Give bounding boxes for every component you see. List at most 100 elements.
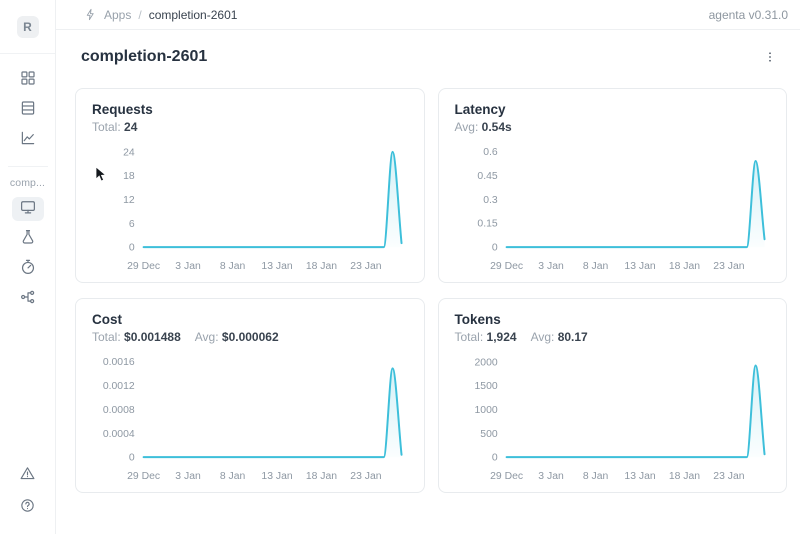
breadcrumb-current: completion-2601	[148, 7, 238, 22]
svg-text:1000: 1000	[474, 405, 497, 416]
sidebar: R	[0, 0, 56, 534]
main-panel: Apps / completion-2601 agenta v0.31.0 co…	[56, 0, 800, 534]
svg-text:29 Dec: 29 Dec	[490, 261, 523, 272]
svg-text:29 Dec: 29 Dec	[490, 471, 523, 482]
requests-card: Requests Total: 24 0 6 12 18 24 29 Dec 3 Jan 8 …	[75, 88, 425, 283]
stat-label: Total:	[92, 330, 121, 344]
svg-text:23 Jan: 23 Jan	[713, 471, 744, 482]
stat-value: $0.000062	[221, 330, 279, 344]
svg-text:18 Jan: 18 Jan	[306, 261, 337, 272]
warning-triangle-icon	[19, 465, 36, 487]
svg-text:23 Jan: 23 Jan	[713, 261, 744, 272]
svg-text:13 Jan: 13 Jan	[624, 471, 655, 482]
svg-text:2000: 2000	[474, 357, 497, 368]
stat-value: 80.17	[557, 330, 588, 344]
svg-text:0: 0	[491, 453, 497, 464]
svg-text:0.0008: 0.0008	[103, 405, 135, 416]
breadcrumb-apps-link[interactable]: Apps	[104, 7, 132, 22]
card-title: Requests	[92, 102, 153, 117]
svg-text:13 Jan: 13 Jan	[261, 261, 292, 272]
sidebar-nav-app	[0, 191, 55, 325]
svg-text:0.6: 0.6	[483, 147, 498, 158]
card-stats: Total: $0.001488 Avg: $0.000062	[92, 330, 408, 344]
svg-text:18 Jan: 18 Jan	[668, 261, 699, 272]
sidebar-item-overview[interactable]	[11, 197, 44, 221]
metric-cards: Requests Total: 24 0 6 12 18 24 29 Dec 3 Jan 8 …	[75, 88, 787, 493]
svg-text:24: 24	[123, 147, 135, 158]
top-bar: Apps / completion-2601 agenta v0.31.0	[56, 0, 800, 30]
more-options-button[interactable]	[759, 46, 781, 68]
workspace-logo[interactable]: R	[0, 0, 55, 54]
sidebar-item-help[interactable]	[12, 496, 44, 520]
svg-text:0.0016: 0.0016	[103, 357, 135, 368]
svg-text:13 Jan: 13 Jan	[624, 261, 655, 272]
chart-icon	[19, 129, 37, 152]
help-circle-icon	[19, 497, 36, 519]
sidebar-nav-bottom	[12, 464, 44, 534]
sidebar-item-evaluations[interactable]	[12, 257, 44, 281]
breadcrumb: Apps / completion-2601	[84, 8, 237, 22]
sidebar-divider	[7, 166, 48, 167]
svg-text:18: 18	[123, 171, 135, 182]
svg-text:13 Jan: 13 Jan	[261, 471, 292, 482]
latency-chart: 0 0.15 0.3 0.45 0.6 29 Dec 3 Jan 8 Jan 13 Jan 18 …	[455, 142, 771, 277]
bolt-icon	[84, 8, 97, 21]
stat-value: 1,924	[486, 330, 517, 344]
svg-text:3 Jan: 3 Jan	[175, 261, 201, 272]
stat-label: Total:	[92, 120, 121, 134]
card-title: Latency	[454, 102, 506, 117]
sidebar-item-registry[interactable]	[12, 98, 44, 122]
grid-icon	[19, 69, 37, 92]
svg-text:0.0004: 0.0004	[103, 429, 135, 440]
project-name-label: comp...	[9, 177, 46, 189]
table-icon	[19, 99, 37, 122]
gauge-icon	[19, 258, 37, 281]
stat-value: 24	[124, 120, 138, 134]
svg-text:8 Jan: 8 Jan	[220, 471, 246, 482]
card-title: Cost	[92, 312, 122, 327]
stat-label: Avg:	[530, 330, 555, 344]
breadcrumb-separator: /	[138, 7, 142, 22]
flask-icon	[19, 228, 37, 251]
page-title: completion-2601	[81, 48, 208, 65]
sidebar-item-playground[interactable]	[12, 227, 44, 251]
svg-text:0.0012: 0.0012	[103, 381, 135, 392]
version-label: agenta v0.31.0	[708, 7, 788, 22]
stat-value: 0.54s	[481, 120, 512, 134]
page-content: completion-2601 Requests Total: 24 0 6 12 1…	[56, 30, 800, 534]
svg-text:8 Jan: 8 Jan	[220, 261, 246, 272]
stat-label: Total:	[454, 330, 484, 344]
svg-text:12: 12	[123, 195, 135, 206]
svg-text:0: 0	[491, 243, 497, 254]
svg-text:1500: 1500	[474, 381, 497, 392]
svg-text:0.15: 0.15	[477, 219, 497, 230]
workspace-avatar[interactable]: R	[16, 16, 39, 38]
requests-chart: 0 6 12 18 24 29 Dec 3 Jan 8 Jan 13 Jan 18 Jan 23 J…	[92, 142, 408, 277]
svg-text:0: 0	[129, 243, 135, 254]
stat-value: $0.001488	[124, 330, 181, 344]
sidebar-item-apps[interactable]	[12, 68, 44, 92]
svg-text:8 Jan: 8 Jan	[582, 471, 608, 482]
svg-text:18 Jan: 18 Jan	[306, 471, 337, 482]
svg-text:23 Jan: 23 Jan	[350, 471, 381, 482]
title-row: completion-2601	[75, 44, 787, 68]
card-stats: Avg: 0.54s	[455, 120, 771, 134]
sidebar-item-traces[interactable]	[12, 287, 44, 311]
svg-text:18 Jan: 18 Jan	[668, 471, 699, 482]
svg-text:0.3: 0.3	[483, 195, 498, 206]
svg-text:3 Jan: 3 Jan	[538, 261, 564, 272]
tree-icon	[19, 288, 37, 311]
cost-card: Cost Total: $0.001488 Avg: $0.000062 0 0.…	[75, 298, 425, 493]
svg-text:6: 6	[129, 219, 135, 230]
sidebar-nav-global	[0, 54, 55, 166]
latency-card: Latency Avg: 0.54s 0 0.15 0.3 0.45 0.6 29 Dec…	[437, 88, 787, 283]
svg-text:0.45: 0.45	[477, 171, 497, 182]
svg-text:0: 0	[129, 453, 135, 464]
cost-chart: 0 0.0004 0.0008 0.0012 0.0016 29 Dec 3 Jan 8 Ja…	[92, 352, 408, 487]
svg-text:3 Jan: 3 Jan	[538, 471, 564, 482]
svg-text:29 Dec: 29 Dec	[127, 261, 160, 272]
svg-text:23 Jan: 23 Jan	[350, 261, 381, 272]
sidebar-item-alerts[interactable]	[12, 464, 44, 488]
sidebar-item-observability[interactable]	[12, 128, 44, 152]
